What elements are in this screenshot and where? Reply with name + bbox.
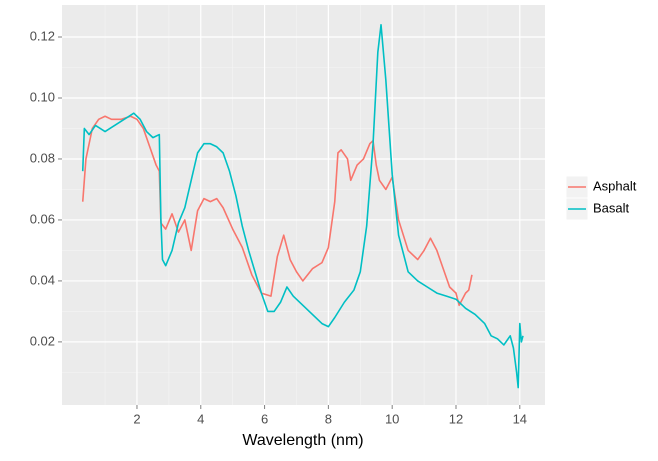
legend-label: Basalt xyxy=(593,200,630,215)
y-tick-label: 0.10 xyxy=(30,89,55,104)
y-tick-label: 0.12 xyxy=(30,28,55,43)
plot-panel xyxy=(62,5,545,405)
x-tick-label: 12 xyxy=(449,411,463,426)
x-tick-label: 14 xyxy=(513,411,527,426)
y-tick-label: 0.02 xyxy=(30,333,55,348)
x-tick-label: 6 xyxy=(261,411,268,426)
line xyxy=(81,24,524,389)
line xyxy=(81,115,473,307)
legend-label: Asphalt xyxy=(593,178,637,193)
y-tick-label: 0.08 xyxy=(30,150,55,165)
x-tick-label: 4 xyxy=(197,411,204,426)
x-tick-label: 10 xyxy=(385,411,399,426)
y-tick-label: 0.06 xyxy=(30,211,55,226)
y-tick-label: 0.04 xyxy=(30,272,55,287)
x-tick-label: 8 xyxy=(325,411,332,426)
x-tick-label: 2 xyxy=(133,411,140,426)
x-axis-title: Wavelength (nm) xyxy=(242,432,363,449)
